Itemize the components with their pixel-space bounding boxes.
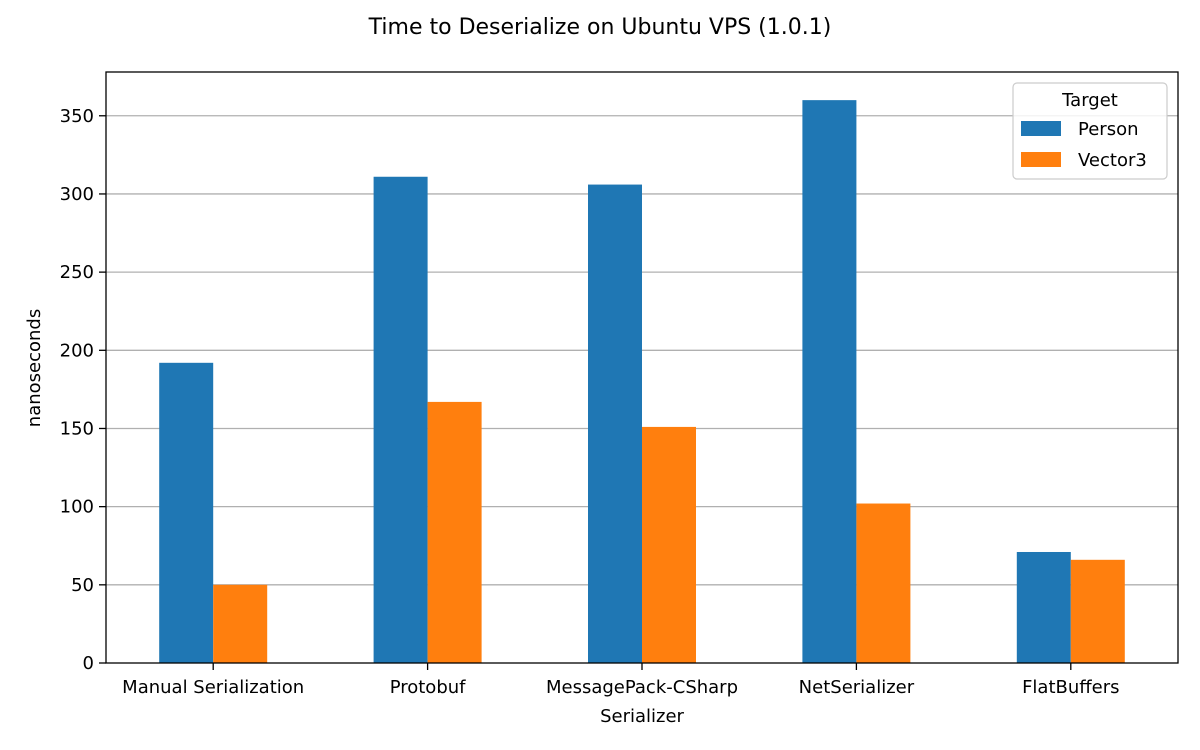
- legend: Target Person Vector3: [1012, 82, 1168, 180]
- y-tick-label: 0: [83, 653, 94, 674]
- legend-title: Target: [1061, 90, 1118, 111]
- bar-vector3-4: [856, 503, 911, 663]
- x-tick-label: Protobuf: [390, 677, 466, 698]
- y-axis-label: nanoseconds: [24, 309, 45, 427]
- y-tick-label: 250: [60, 262, 94, 283]
- legend-label-vector3: Vector3: [1078, 150, 1147, 171]
- bar-vector3-1: [213, 584, 268, 663]
- x-tick-label: NetSerializer: [799, 677, 915, 698]
- y-axis-ticks: 0 50 100 150 200 250 300 350: [60, 106, 106, 674]
- x-tick-label: FlatBuffers: [1022, 677, 1119, 698]
- x-axis-label: Serializer: [600, 706, 684, 727]
- y-tick-label: 300: [60, 184, 94, 205]
- x-axis-ticks: Manual Serialization Protobuf MessagePack-…: [122, 663, 1120, 698]
- bar-person-5: [1016, 551, 1071, 663]
- chart-title: Time to Deserialize on Ubuntu VPS (1.0.1…: [368, 15, 832, 40]
- y-tick-label: 200: [60, 340, 94, 361]
- x-tick-label: MessagePack-CSharp: [546, 677, 738, 698]
- legend-items: Person Vector3: [1021, 119, 1147, 171]
- y-tick-label: 350: [60, 106, 94, 127]
- y-tick-label: 50: [71, 575, 94, 596]
- bar-vector3-3: [642, 426, 696, 663]
- y-tick-label: 150: [60, 418, 94, 439]
- x-tick-label: Manual Serialization: [122, 677, 304, 698]
- legend-swatch-person: [1021, 121, 1061, 136]
- bar-vector3-5: [1070, 559, 1125, 663]
- bar-person-4: [802, 100, 857, 663]
- legend-swatch-vector3: [1021, 152, 1061, 167]
- bar-person-3: [588, 184, 642, 664]
- bar-person-2: [373, 176, 428, 663]
- legend-label-person: Person: [1078, 119, 1139, 140]
- bar-person-1: [159, 362, 214, 663]
- bar-vector3-2: [427, 401, 482, 663]
- bars: [159, 100, 1125, 664]
- y-tick-label: 100: [60, 497, 94, 518]
